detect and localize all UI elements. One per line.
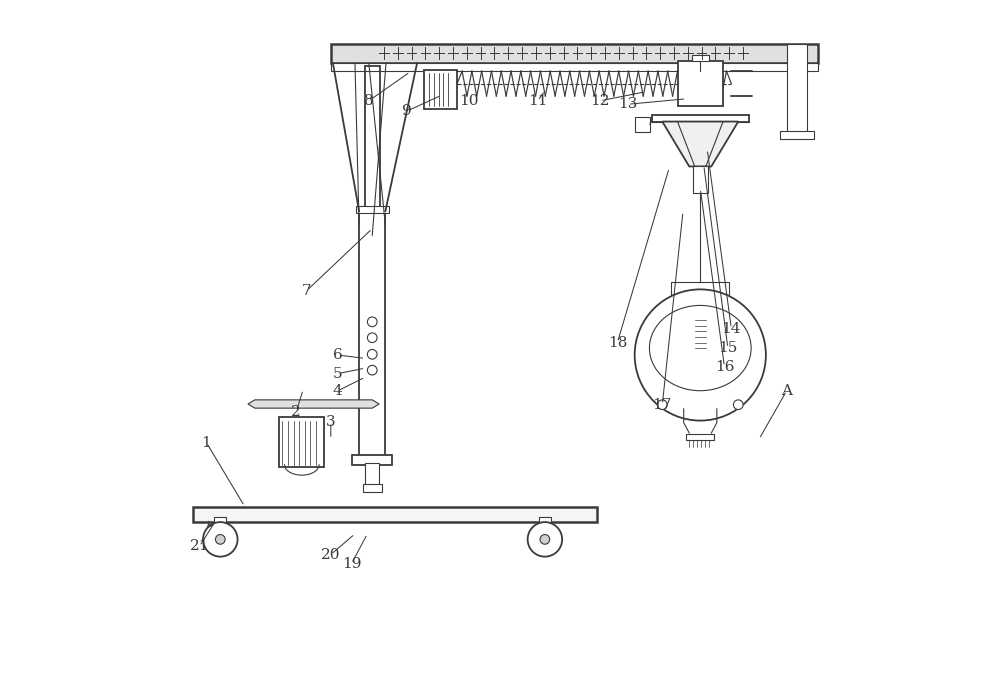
Bar bbox=[352, 455, 392, 465]
Bar bbox=[686, 435, 714, 440]
Text: 5: 5 bbox=[333, 367, 343, 381]
Circle shape bbox=[367, 349, 377, 359]
Circle shape bbox=[540, 534, 550, 544]
Text: 18: 18 bbox=[608, 336, 627, 349]
Bar bbox=[692, 55, 709, 62]
Text: 14: 14 bbox=[722, 322, 741, 336]
Bar bbox=[693, 167, 708, 192]
Circle shape bbox=[367, 317, 377, 327]
Circle shape bbox=[528, 522, 562, 556]
Text: 13: 13 bbox=[618, 98, 637, 111]
Bar bbox=[279, 417, 324, 467]
Bar bbox=[193, 507, 597, 522]
Text: 7: 7 bbox=[302, 284, 311, 298]
Bar bbox=[688, 324, 713, 362]
Bar bbox=[780, 131, 814, 139]
Text: 10: 10 bbox=[459, 94, 479, 108]
Text: 19: 19 bbox=[342, 556, 361, 570]
Text: 20: 20 bbox=[321, 547, 341, 562]
Circle shape bbox=[203, 522, 238, 556]
Circle shape bbox=[733, 400, 743, 410]
Text: 2: 2 bbox=[291, 405, 301, 419]
Text: 17: 17 bbox=[653, 398, 672, 412]
Bar bbox=[356, 206, 389, 212]
Bar bbox=[359, 211, 385, 457]
Bar bbox=[539, 517, 551, 522]
Bar bbox=[671, 282, 729, 295]
Circle shape bbox=[635, 289, 766, 421]
Circle shape bbox=[367, 333, 377, 343]
Bar bbox=[424, 71, 457, 109]
Text: 15: 15 bbox=[718, 341, 738, 355]
Circle shape bbox=[215, 534, 225, 544]
Bar bbox=[331, 44, 818, 63]
Bar bbox=[635, 117, 650, 132]
Text: 6: 6 bbox=[333, 348, 343, 362]
Text: 16: 16 bbox=[715, 360, 734, 374]
Circle shape bbox=[657, 400, 667, 410]
Bar bbox=[363, 484, 382, 493]
Bar bbox=[678, 62, 723, 107]
Bar bbox=[787, 44, 807, 132]
Text: 8: 8 bbox=[364, 94, 374, 108]
Text: A: A bbox=[781, 384, 792, 398]
Text: 11: 11 bbox=[528, 94, 548, 108]
Text: 4: 4 bbox=[333, 384, 343, 398]
Polygon shape bbox=[662, 122, 738, 167]
Bar bbox=[331, 63, 818, 71]
Bar bbox=[681, 293, 720, 304]
Text: 21: 21 bbox=[190, 539, 209, 554]
Text: 1: 1 bbox=[202, 436, 211, 450]
Text: 12: 12 bbox=[590, 94, 610, 108]
Text: 9: 9 bbox=[402, 104, 412, 118]
Bar bbox=[214, 517, 226, 522]
Text: 3: 3 bbox=[326, 415, 336, 429]
Circle shape bbox=[367, 365, 377, 375]
Bar bbox=[365, 464, 379, 486]
Polygon shape bbox=[248, 400, 379, 408]
Bar bbox=[691, 362, 710, 400]
